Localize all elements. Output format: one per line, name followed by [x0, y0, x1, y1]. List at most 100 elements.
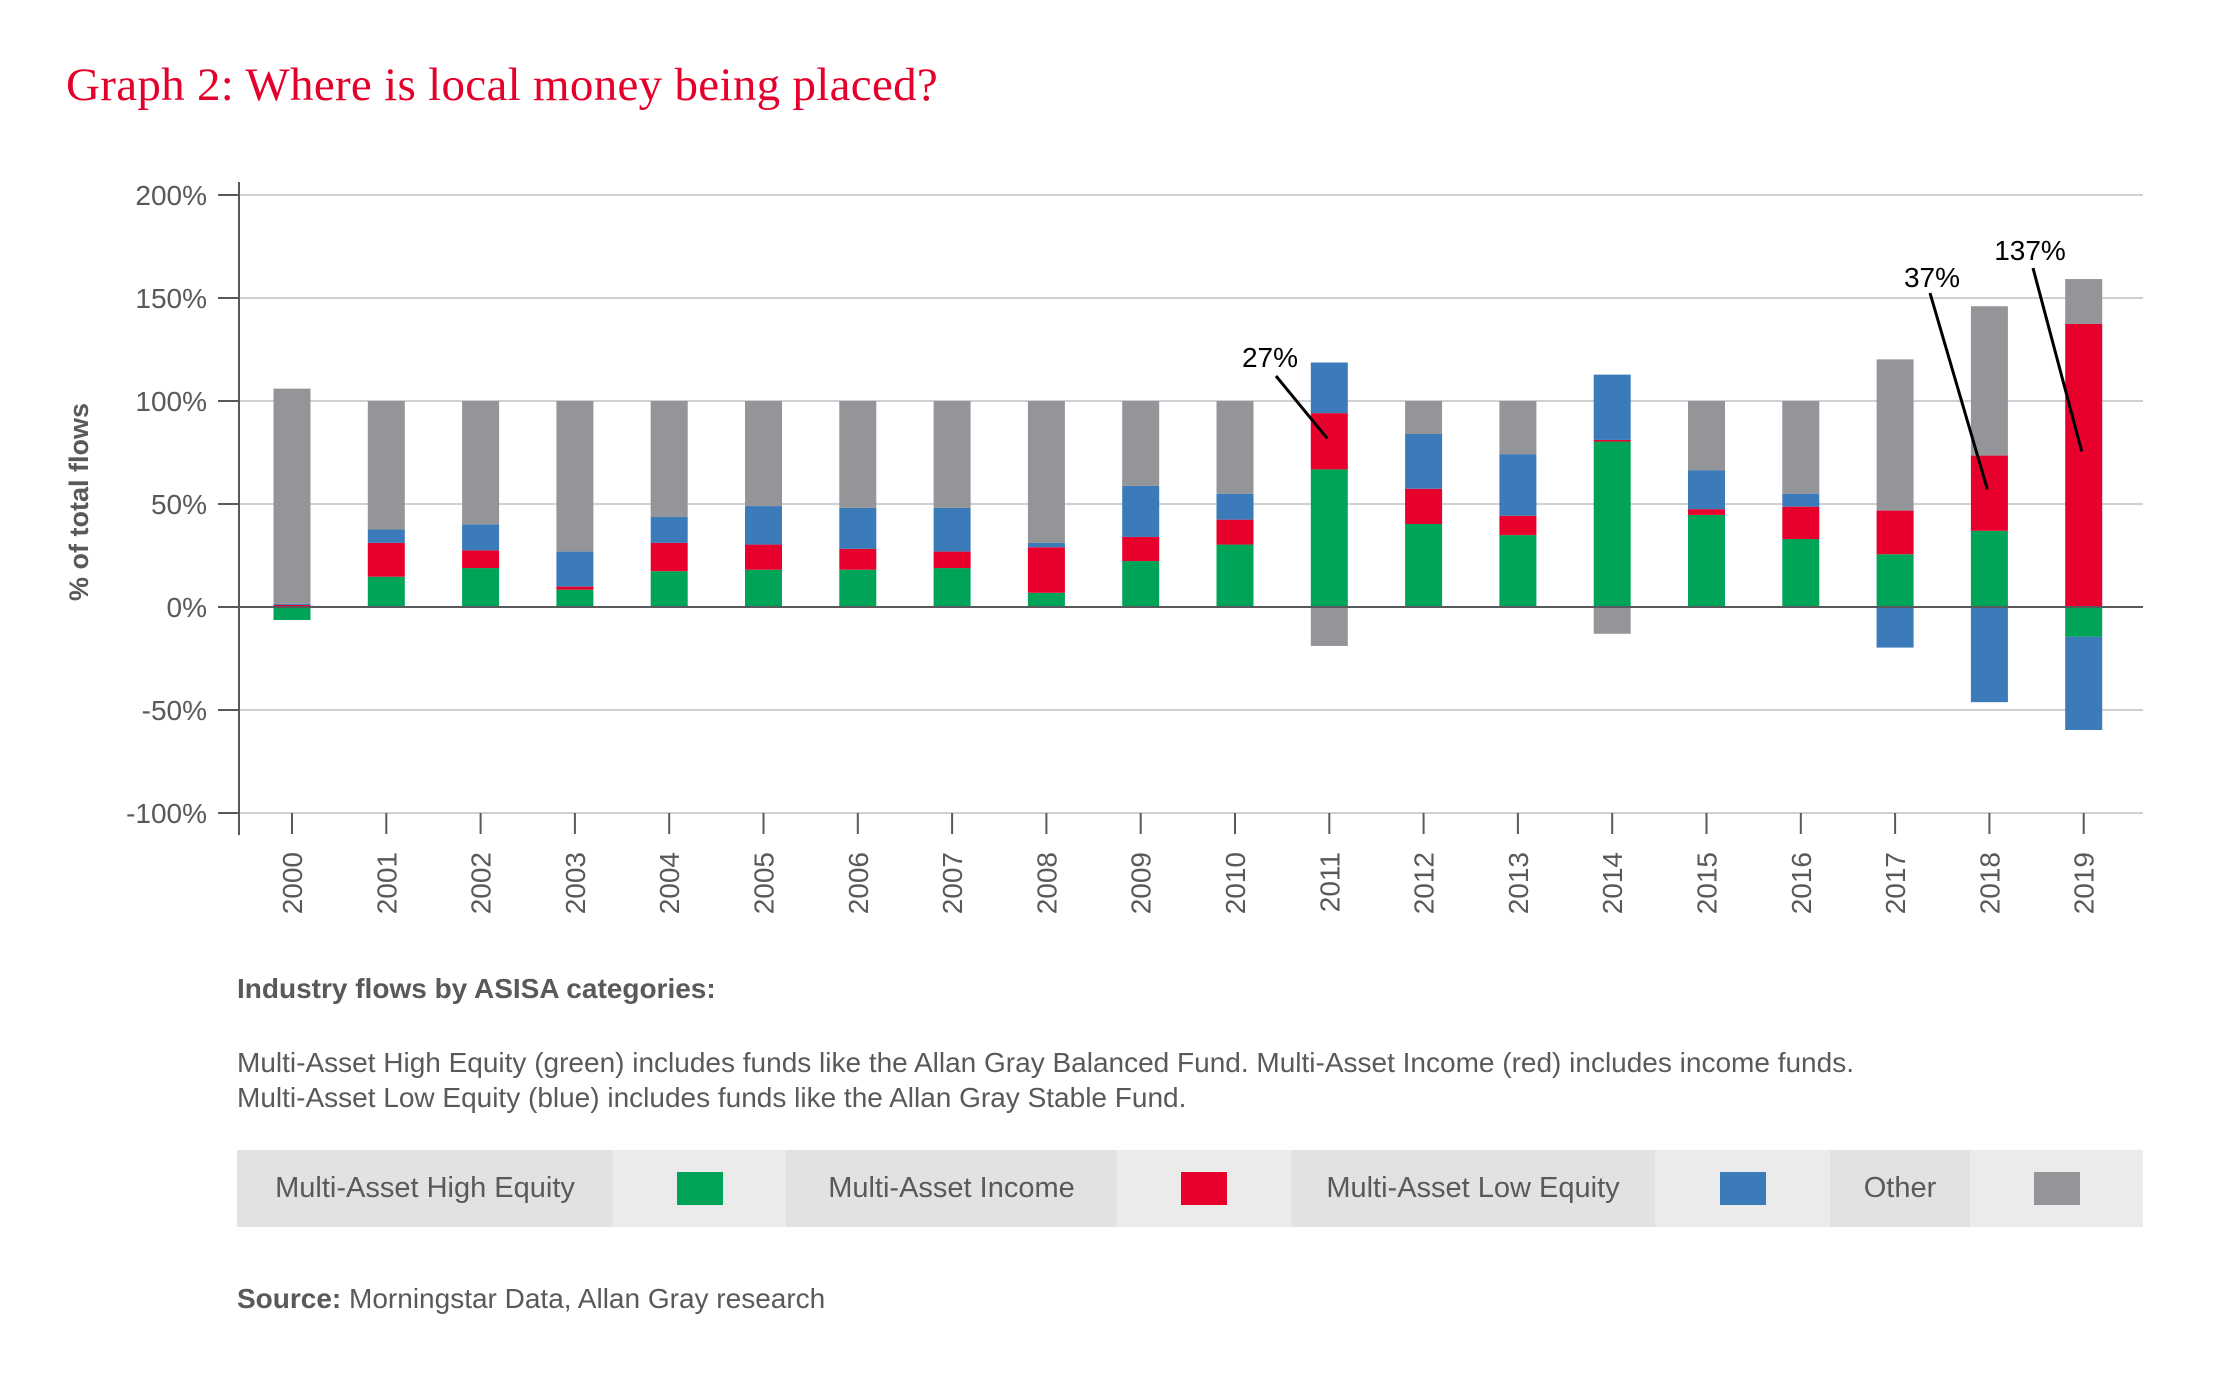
source-text: Morningstar Data, Allan Gray research	[341, 1283, 826, 1314]
bar-segment	[1499, 515, 1537, 536]
bar-segment	[1876, 510, 1914, 555]
bar-segment	[1782, 493, 1820, 507]
bar-segment	[1405, 401, 1443, 434]
bar-segment	[1122, 536, 1160, 562]
bar-segment	[1405, 433, 1443, 489]
bar-segment	[367, 401, 405, 530]
bar-segment	[2065, 636, 2103, 730]
bars	[273, 279, 2103, 730]
legend-label-low-equity: Multi-Asset Low Equity	[1291, 1150, 1655, 1227]
bar-segment	[273, 607, 311, 620]
x-tick-label: 2013	[1503, 852, 1534, 914]
x-tick-label: 2001	[371, 852, 402, 914]
bar-segment	[1310, 413, 1348, 470]
bar-segment	[1876, 359, 1914, 511]
bar-segment	[745, 544, 782, 570]
bar-segment	[839, 548, 877, 570]
legend-swatch-other	[2033, 1172, 2080, 1205]
y-tick-label: 0%	[167, 592, 207, 623]
bar-segment	[367, 542, 405, 577]
bar-segment	[367, 529, 405, 543]
bar-segment	[933, 551, 971, 569]
bar-segment	[367, 576, 405, 607]
bar-segment	[933, 401, 971, 508]
bar-segment	[650, 542, 688, 572]
x-tick-label: 2005	[749, 852, 780, 914]
legend-swatch-income	[1181, 1172, 1227, 1205]
source-label: Source:	[237, 1283, 342, 1314]
bar-segment	[1405, 523, 1443, 607]
bar-segment	[556, 589, 594, 607]
bar-segment	[650, 516, 688, 543]
x-tick-label: 2004	[654, 852, 685, 914]
x-tick-label: 2011	[1314, 852, 1345, 912]
annotation-label: 27%	[1242, 342, 1298, 373]
description-line-1: Multi-Asset High Equity (green) includes…	[237, 1047, 1854, 1078]
bar-segment	[650, 401, 688, 517]
bar-segment	[462, 568, 500, 607]
x-tick-label: 2000	[277, 852, 308, 914]
bar-segment	[1405, 488, 1443, 524]
bar-segment	[1216, 493, 1254, 520]
annotation-leader-line	[1928, 292, 1989, 490]
bar-segment	[1593, 439, 1631, 442]
x-tick-labels: 2000 2001 2002 2003 2004 2005 2006 2007 2008 2009…	[277, 852, 2100, 914]
bar-segment	[556, 401, 594, 552]
bar-segment	[1216, 519, 1254, 545]
bar-segment	[2065, 607, 2103, 637]
x-tick-label: 2014	[1597, 852, 1628, 914]
bar-segment	[839, 507, 877, 549]
bar-segment	[1782, 539, 1820, 607]
bar-segment	[1216, 544, 1254, 607]
legend-swatch-low-equity	[1719, 1172, 1766, 1205]
legend-swatch-cell-low-equity	[1655, 1150, 1830, 1227]
bar-segment	[1688, 514, 1725, 607]
bar-segment	[1499, 401, 1537, 455]
legend: Multi-Asset High Equity Multi-Asset Inco…	[237, 1150, 2143, 1227]
bar-segment	[273, 603, 311, 605]
description-paragraph: Multi-Asset High Equity (green) includes…	[237, 1045, 1854, 1115]
legend-label-income: Multi-Asset Income	[786, 1150, 1117, 1227]
bar-segment	[462, 524, 500, 551]
x-tick-label: 2008	[1031, 852, 1062, 914]
x-tick-label: 2003	[560, 852, 591, 914]
flows-subheading: Industry flows by ASISA categories:	[237, 973, 716, 1004]
legend-label-high-equity: Multi-Asset High Equity	[237, 1150, 613, 1227]
bar-segment	[462, 550, 500, 569]
bar-segment	[1782, 401, 1820, 494]
bar-segment	[1593, 374, 1631, 440]
x-tick-label: 2006	[843, 852, 874, 914]
bar-segment	[1970, 530, 2008, 607]
y-axis-label: % of total flows	[64, 403, 94, 601]
bar-segment	[1027, 547, 1065, 593]
bar-segment	[933, 507, 971, 552]
bar-segment	[745, 401, 782, 507]
bar-segment	[1499, 535, 1537, 607]
x-tick-label: 2007	[937, 852, 968, 914]
annotation-leader-line	[1274, 375, 1329, 440]
x-tick-label: 2012	[1409, 852, 1440, 914]
bar-segment	[933, 568, 971, 607]
bar-segment	[650, 571, 688, 607]
bar-segment	[1688, 401, 1725, 471]
bar-segment	[1970, 306, 2008, 456]
legend-swatch-cell-income	[1117, 1150, 1291, 1227]
x-tick-label: 2018	[1974, 852, 2005, 914]
bar-segment	[556, 586, 594, 590]
bar-segment	[745, 569, 782, 607]
legend-label-other: Other	[1830, 1150, 1970, 1227]
legend-swatch-high-equity	[676, 1172, 723, 1205]
annotation-label: 37%	[1904, 262, 1960, 293]
bar-segment	[462, 401, 500, 525]
bar-segment	[273, 604, 311, 607]
gridlines	[239, 194, 2143, 814]
bar-segment	[839, 401, 877, 508]
bar-segment	[1310, 469, 1348, 607]
chart-title: Graph 2: Where is local money being plac…	[66, 59, 939, 111]
description-line-2: Multi-Asset Low Equity (blue) includes f…	[237, 1082, 1187, 1113]
bar-segment	[1970, 455, 2008, 531]
bar-segment	[1782, 506, 1820, 540]
bar-segment	[1122, 561, 1160, 607]
x-tick-label: 2009	[1126, 852, 1157, 914]
x-tick-label: 2017	[1880, 852, 1911, 914]
